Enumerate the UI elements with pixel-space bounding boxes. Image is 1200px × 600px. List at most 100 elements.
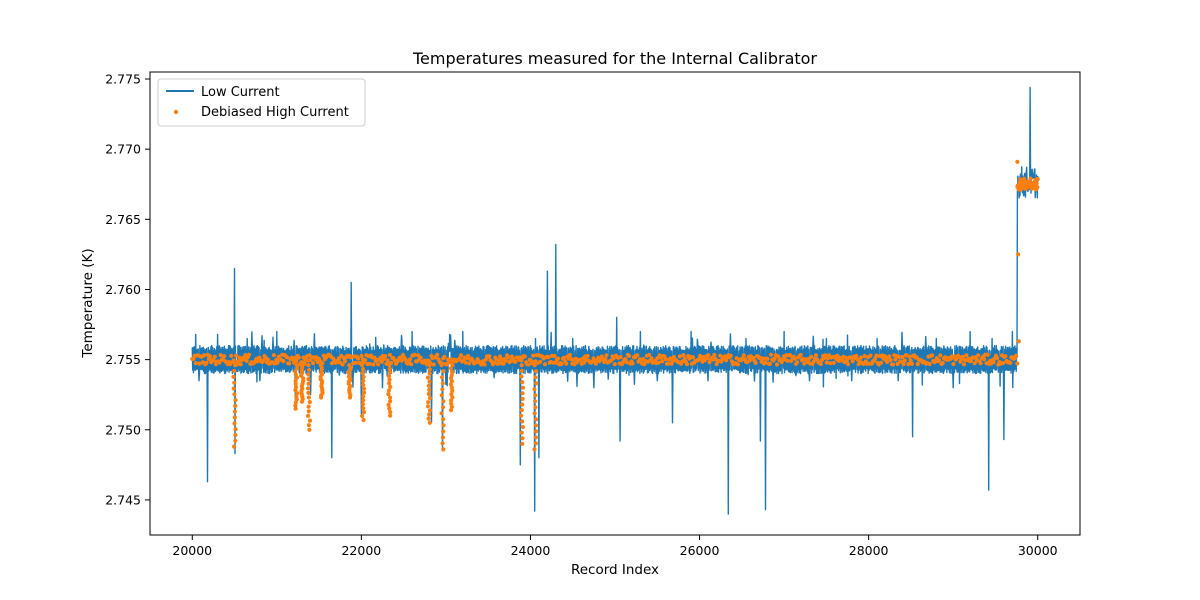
high-current-point	[520, 424, 526, 430]
high-current-point	[1014, 353, 1019, 358]
high-current-point	[306, 372, 311, 377]
high-current-point	[440, 441, 445, 446]
high-current-point	[772, 356, 777, 361]
high-current-point	[789, 358, 794, 363]
high-current-point	[982, 357, 987, 362]
high-current-point	[441, 447, 446, 452]
high-current-point	[724, 358, 729, 363]
high-current-point	[929, 353, 935, 358]
high-current-point	[231, 386, 236, 391]
high-current-point	[542, 362, 548, 367]
high-current-point	[295, 366, 300, 371]
high-current-point	[449, 392, 454, 397]
high-current-point	[450, 363, 455, 368]
legend-label-debiased-high-current: Debiased High Current	[201, 105, 349, 120]
high-current-point	[513, 359, 518, 364]
high-current-point	[907, 354, 912, 359]
high-current-point	[449, 372, 454, 377]
high-current-point	[718, 353, 723, 358]
high-current-point	[204, 360, 209, 365]
high-current-point	[769, 352, 774, 357]
high-current-point	[1035, 177, 1040, 182]
high-current-point	[307, 367, 312, 372]
high-current-point	[403, 357, 408, 362]
high-current-point	[294, 363, 299, 368]
high-current-point	[440, 387, 445, 392]
x-tick-label: 24000	[511, 543, 551, 558]
high-current-point	[555, 356, 561, 361]
high-current-point	[896, 354, 902, 359]
high-current-point	[388, 413, 393, 418]
high-current-point	[306, 390, 311, 395]
high-current-point	[809, 354, 814, 359]
high-current-point	[449, 379, 455, 384]
high-current-point	[232, 368, 237, 374]
high-current-point	[233, 363, 238, 368]
y-tick-label: 2.745	[105, 492, 141, 507]
high-current-point	[728, 353, 733, 358]
high-current-point	[1016, 339, 1021, 344]
high-current-point	[296, 355, 301, 360]
high-current-point	[483, 357, 488, 362]
high-current-point	[232, 392, 237, 397]
high-current-point	[409, 362, 414, 367]
high-current-point	[427, 396, 432, 401]
high-current-point	[232, 421, 237, 426]
x-axis-label: Record Index	[571, 562, 659, 578]
high-current-point	[238, 362, 243, 367]
high-current-point	[831, 360, 836, 365]
high-current-point	[439, 375, 445, 380]
high-current-point	[1015, 361, 1020, 366]
high-current-point	[677, 354, 683, 359]
high-current-point	[293, 388, 298, 393]
high-current-point	[257, 355, 262, 360]
high-current-point	[427, 363, 432, 368]
x-tick-label: 26000	[680, 543, 720, 558]
high-current-point	[763, 360, 768, 365]
high-current-point	[307, 418, 313, 423]
high-current-point	[427, 420, 432, 425]
high-current-point	[938, 353, 943, 358]
high-current-point	[972, 361, 977, 366]
high-current-point	[680, 359, 685, 364]
high-current-point	[649, 356, 654, 361]
high-current-point	[531, 353, 536, 358]
high-current-point	[656, 360, 661, 365]
high-current-point	[440, 381, 445, 386]
high-current-point	[969, 358, 974, 363]
high-current-point	[441, 399, 446, 404]
high-current-point	[612, 362, 617, 367]
high-current-point	[862, 353, 867, 359]
high-current-point	[293, 378, 298, 383]
high-current-point	[449, 385, 454, 390]
x-axis: 20000 22000 24000 26000 28000 30000	[172, 535, 1058, 558]
high-current-point	[293, 381, 298, 386]
high-current-point	[361, 382, 366, 387]
high-current-point	[885, 359, 890, 364]
high-current-point	[887, 354, 892, 359]
high-current-point	[367, 361, 372, 366]
high-current-point	[533, 435, 539, 440]
high-current-point	[319, 395, 324, 400]
high-current-point	[388, 410, 393, 415]
high-current-point	[355, 356, 361, 361]
y-tick-label: 2.770	[105, 142, 141, 157]
high-current-point	[961, 362, 967, 367]
y-tick-label: 2.755	[105, 352, 141, 367]
high-current-point	[427, 379, 432, 384]
high-current-point	[1016, 252, 1021, 257]
high-current-point	[448, 382, 453, 387]
high-current-point	[1003, 354, 1008, 359]
high-current-point	[361, 374, 366, 380]
high-current-point	[418, 355, 423, 360]
high-current-point	[795, 360, 800, 365]
high-current-point	[533, 393, 538, 398]
high-current-point	[604, 353, 609, 358]
legend-dot-icon	[173, 109, 179, 115]
high-current-point	[388, 399, 393, 404]
high-current-point	[222, 354, 227, 359]
high-current-point	[281, 359, 286, 364]
high-current-point	[408, 357, 413, 362]
high-current-point	[467, 361, 472, 366]
